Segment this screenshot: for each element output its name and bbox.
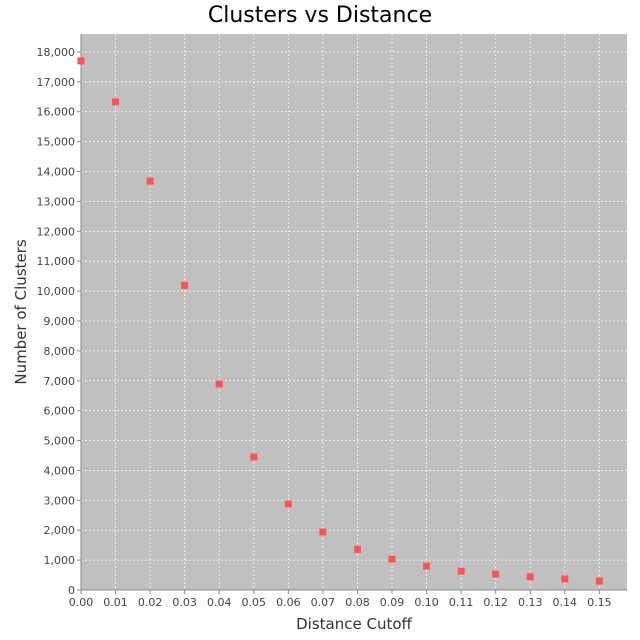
x-tick-label: 0.11 <box>449 596 474 609</box>
x-tick-label: 0.04 <box>207 596 232 609</box>
data-point <box>215 380 223 388</box>
x-tick-label: 0.03 <box>172 596 197 609</box>
x-tick-label: 0.14 <box>553 596 578 609</box>
x-tick-label: 0.09 <box>380 596 405 609</box>
y-tick-label: 7,000 <box>44 375 76 388</box>
x-tick-label: 0.13 <box>518 596 543 609</box>
x-tick-label: 0.00 <box>69 596 94 609</box>
data-point <box>112 98 120 106</box>
data-point <box>423 562 431 570</box>
data-point <box>595 577 603 585</box>
x-tick-label: 0.15 <box>587 596 612 609</box>
x-tick-label: 0.12 <box>483 596 508 609</box>
data-point <box>353 545 361 553</box>
y-tick-label: 8,000 <box>44 345 76 358</box>
y-tick-label: 2,000 <box>44 524 76 537</box>
y-tick-label: 1,000 <box>44 554 76 567</box>
data-point <box>319 528 327 536</box>
y-axis-label: Number of Clusters <box>12 239 30 384</box>
y-tick-label: 5,000 <box>44 435 76 448</box>
y-tick-label: 13,000 <box>37 195 76 208</box>
data-point <box>77 57 85 65</box>
y-tick-label: 0 <box>68 584 75 597</box>
x-ticks: 0.00 0.01 0.02 0.03 0.04 0.05 0.06 0.07 0.08 0.09… <box>69 590 612 609</box>
y-tick-label: 14,000 <box>37 166 76 179</box>
data-point <box>526 573 534 581</box>
data-point <box>561 575 569 583</box>
data-point <box>146 177 154 185</box>
y-tick-label: 4,000 <box>44 464 76 477</box>
y-tick-label: 9,000 <box>44 315 76 328</box>
y-tick-label: 12,000 <box>37 225 76 238</box>
data-point <box>492 570 500 578</box>
plot-area <box>81 34 627 590</box>
y-tick-label: 3,000 <box>44 494 76 507</box>
grid-lines <box>81 34 627 590</box>
data-point <box>181 281 189 289</box>
x-tick-label: 0.05 <box>242 596 267 609</box>
x-tick-label: 0.02 <box>138 596 163 609</box>
data-point <box>284 500 292 508</box>
y-tick-label: 16,000 <box>37 106 76 119</box>
data-point <box>457 567 465 575</box>
data-point <box>250 453 258 461</box>
x-tick-label: 0.06 <box>276 596 301 609</box>
y-tick-label: 15,000 <box>37 136 76 149</box>
y-ticks: 0 1,000 2,000 3,000 4,000 5,000 6,000 7,000 8,00… <box>37 46 81 597</box>
chart-title: Clusters vs Distance <box>208 3 432 28</box>
data-points <box>77 57 603 585</box>
x-tick-label: 0.10 <box>414 596 439 609</box>
axes <box>80 34 627 591</box>
x-tick-label: 0.07 <box>311 596 336 609</box>
y-tick-label: 11,000 <box>37 255 76 268</box>
y-tick-label: 17,000 <box>37 76 76 89</box>
x-tick-label: 0.08 <box>345 596 370 609</box>
x-axis-label: Distance Cutoff <box>296 615 412 633</box>
data-point <box>388 555 396 563</box>
y-tick-label: 18,000 <box>37 46 76 59</box>
x-tick-label: 0.01 <box>103 596 128 609</box>
y-tick-label: 6,000 <box>44 405 76 418</box>
y-tick-label: 10,000 <box>37 285 76 298</box>
